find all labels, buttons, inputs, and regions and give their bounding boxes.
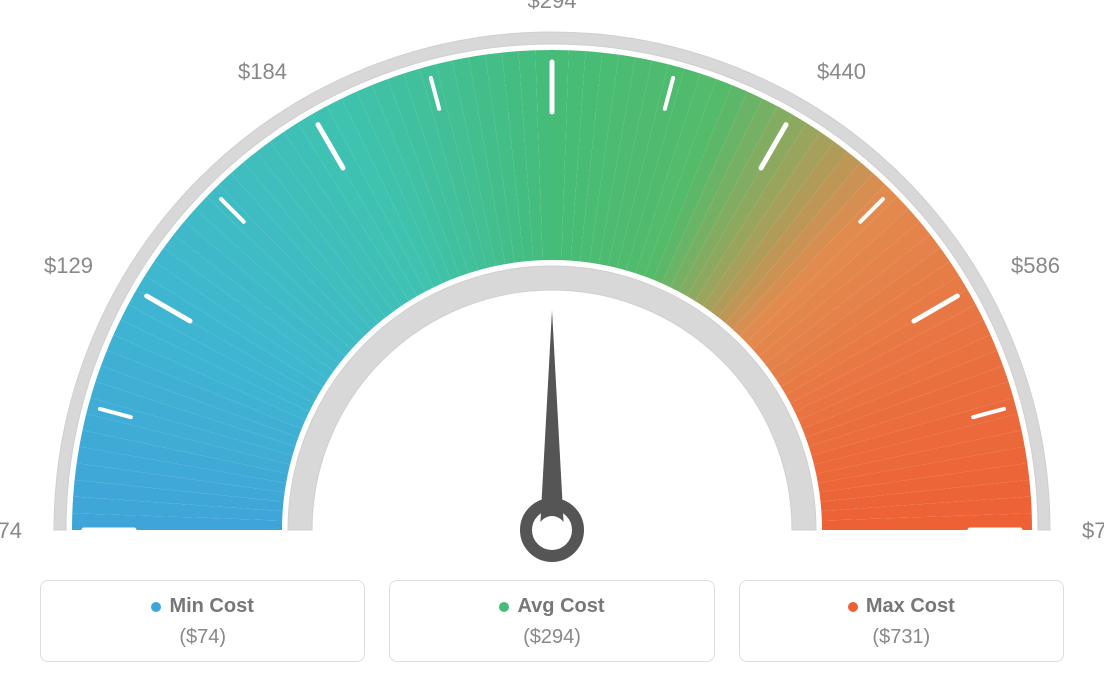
legend-row: Min Cost ($74) Avg Cost ($294) Max Cost …	[0, 580, 1104, 662]
legend-min-label: Min Cost	[169, 595, 253, 618]
gauge-tick-label: $294	[528, 0, 577, 13]
legend-avg-label: Avg Cost	[517, 595, 604, 618]
dot-icon	[499, 602, 509, 612]
legend-max-title: Max Cost	[848, 595, 955, 618]
legend-max: Max Cost ($731)	[739, 580, 1064, 662]
dot-icon	[151, 602, 161, 612]
gauge-tick-label: $440	[817, 59, 866, 84]
legend-min-value: ($74)	[51, 626, 354, 649]
gauge-tick-label: $586	[1011, 253, 1060, 278]
legend-max-label: Max Cost	[866, 595, 955, 618]
legend-avg-value: ($294)	[400, 626, 703, 649]
gauge-tick-label: $184	[238, 59, 287, 84]
gauge-needle	[540, 310, 564, 530]
gauge-svg: $74 $129 $184 $294 $440 $586 $731	[0, 0, 1104, 570]
gauge-tick-label: $731	[1082, 518, 1104, 543]
legend-min-title: Min Cost	[151, 595, 253, 618]
gauge-hub-hole	[538, 516, 566, 544]
dot-icon	[848, 602, 858, 612]
legend-min: Min Cost ($74)	[40, 580, 365, 662]
gauge-tick-label: $129	[44, 253, 93, 278]
legend-avg-title: Avg Cost	[499, 595, 604, 618]
gauge-chart: $74 $129 $184 $294 $440 $586 $731	[0, 0, 1104, 570]
legend-avg: Avg Cost ($294)	[389, 580, 714, 662]
legend-max-value: ($731)	[750, 626, 1053, 649]
gauge-tick-label: $74	[0, 518, 22, 543]
